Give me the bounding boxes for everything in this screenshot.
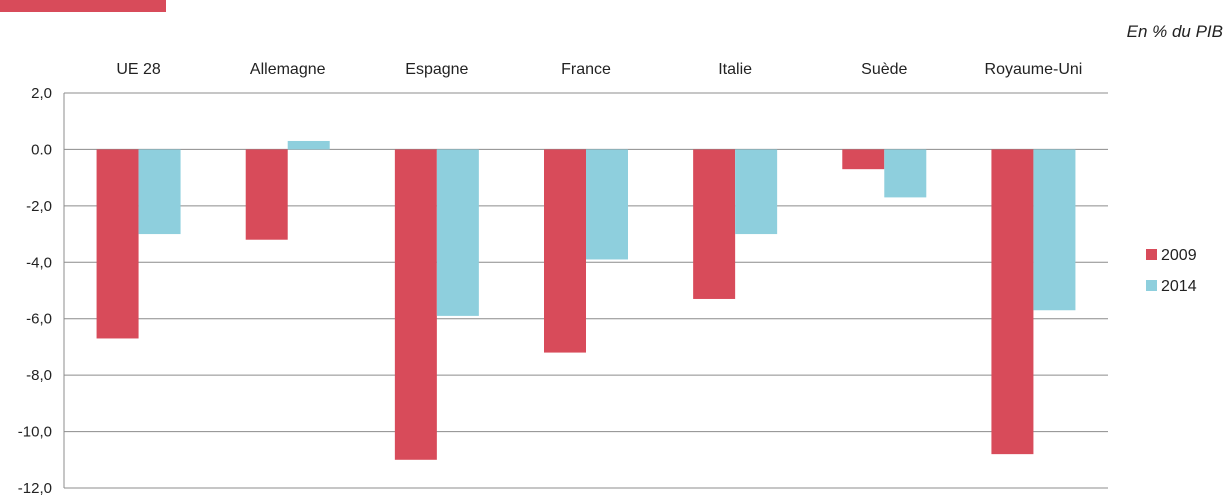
y-tick-label: 2,0 [31, 85, 52, 102]
bar-2009 [693, 149, 736, 299]
unit-label: En % du PIB [1126, 22, 1223, 41]
category-label: Allemagne [250, 61, 326, 78]
legend: 2009 2014 [1146, 247, 1197, 295]
legend-label: 2014 [1161, 278, 1197, 295]
bar-2014 [884, 149, 927, 198]
category-label: UE 28 [116, 61, 161, 78]
header-tag [0, 0, 166, 12]
category-label: Espagne [405, 61, 468, 78]
category-label: Royaume-Uni [985, 61, 1083, 78]
category-label: Italie [718, 61, 752, 78]
bar-2014 [1033, 149, 1076, 311]
y-tick-label: -6,0 [26, 311, 52, 328]
bar-2009 [394, 149, 437, 460]
bar-2014 [436, 149, 479, 316]
bar-2014 [735, 149, 778, 235]
bar-2009 [991, 149, 1034, 455]
bar-2009 [544, 149, 586, 353]
y-tick-label: -4,0 [26, 254, 52, 271]
bar-2014 [287, 140, 330, 150]
category-label: Suède [861, 61, 907, 78]
y-tick-label: -8,0 [26, 367, 52, 384]
y-tick-label: -12,0 [18, 480, 52, 497]
y-tick-label: -10,0 [18, 424, 52, 441]
legend-swatch-2009 [1146, 249, 1157, 260]
bar-2009 [842, 149, 885, 170]
legend-swatch-2014 [1146, 280, 1157, 291]
y-axis-tick-labels: 2,0 0.0 -2,0 -4,0 -6,0 -8,0 -10,0 -12,0 [18, 85, 52, 497]
bar-2009 [245, 149, 288, 240]
grid-lines [63, 92, 1108, 489]
category-label: France [561, 61, 611, 78]
y-tick-label: 0.0 [31, 141, 52, 158]
legend-label: 2009 [1161, 247, 1197, 264]
y-tick-label: -2,0 [26, 198, 52, 215]
bar-2009 [96, 149, 139, 339]
category-labels: UE 28 Allemagne Espagne France Italie Suède Ro… [116, 61, 1082, 78]
bars [96, 140, 1076, 460]
bar-2014 [586, 149, 628, 260]
bar-2014 [138, 149, 181, 235]
